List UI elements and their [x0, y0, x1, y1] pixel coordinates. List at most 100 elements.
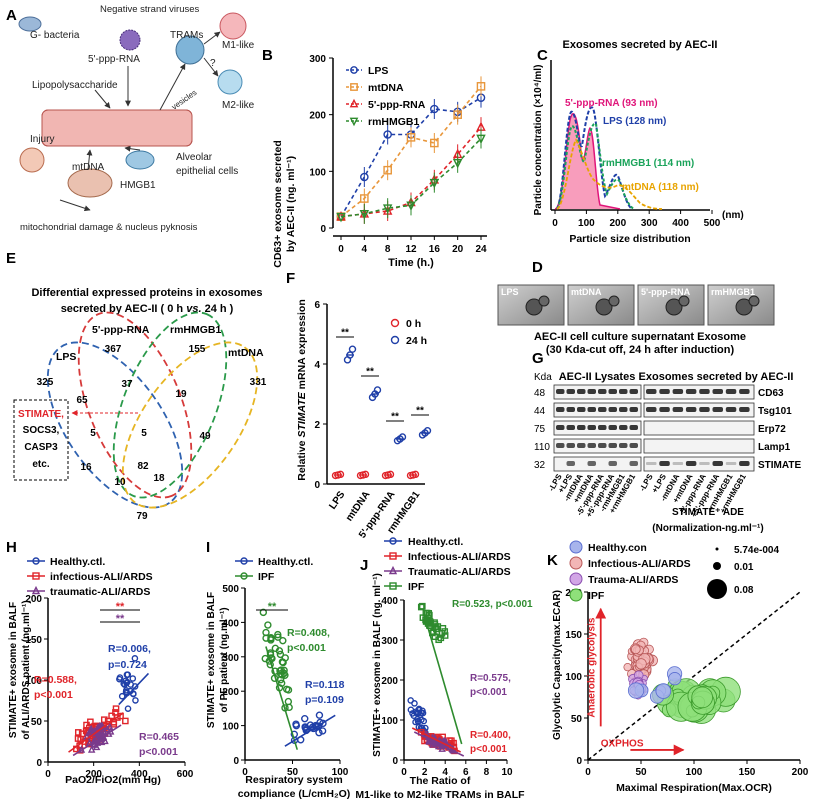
i-legend-marker — [240, 557, 248, 565]
panel-letter-g: G — [532, 350, 544, 367]
j-legend-label: Healthy.ctl. — [408, 536, 463, 548]
venn-ppp — [77, 311, 193, 499]
h-xlabel: PaO2/FiO2(mm Hg) — [65, 774, 161, 786]
i-point — [276, 667, 284, 675]
f-ytick-label: 4 — [314, 360, 320, 371]
c-anno-ppp: 5'-ppp-RNA (93 nm) — [565, 98, 658, 109]
h-point — [78, 730, 86, 738]
panel-letter-h: H — [6, 539, 17, 556]
panel-letter-d: D — [532, 259, 543, 276]
label-hmgb1: HMGB1 — [120, 180, 156, 191]
b-point — [360, 194, 369, 203]
panel-letter-a: A — [6, 7, 17, 24]
g-band — [608, 407, 617, 412]
g-band — [566, 425, 575, 430]
g-band — [577, 425, 586, 430]
h-legend-marker — [32, 572, 40, 580]
h-point — [94, 728, 102, 737]
i-legend-label: IPF — [258, 571, 275, 583]
g-band — [608, 425, 617, 430]
h-point — [131, 655, 139, 662]
e-box-socs3: SOCS3, — [23, 425, 60, 436]
b-point — [406, 201, 416, 211]
i-xtick-label: 50 — [287, 767, 299, 778]
f-legend-marker — [390, 335, 400, 345]
c-title: Exosomes secreted by AEC-II — [563, 39, 718, 51]
i-point — [318, 727, 327, 735]
h-ylabel-2: of ALI/ARDS patient (ng.ml⁻¹) — [21, 600, 32, 739]
c-xtick-label: 200 — [609, 218, 626, 229]
e-count: 79 — [136, 511, 148, 522]
g-blot-strip-right — [643, 402, 755, 418]
panel-k-chart: STIMATE⁺ ADE (Normalization-ng.ml⁻¹) 0 50… — [552, 507, 809, 794]
j-point — [407, 697, 415, 704]
i-stat: R=0.408, — [287, 627, 330, 639]
m1-cell-icon — [219, 12, 247, 40]
venn-hmgb1 — [112, 311, 228, 499]
d-thumb-label: LPS — [501, 287, 519, 297]
g-band — [699, 407, 710, 412]
b-xlabel: Time (h.) — [388, 257, 434, 269]
c-xlabel: Particle size distribution — [569, 233, 690, 245]
c-xtick-label: 400 — [672, 218, 689, 229]
g-band — [619, 407, 628, 412]
mitochondria-icon — [19, 147, 45, 173]
g-protein-label: Lamp1 — [758, 442, 791, 453]
g-band — [619, 389, 628, 394]
j-point — [419, 602, 426, 610]
panel-c-chart: Exosomes secreted by AEC-II 0 100 200 300 40… — [533, 39, 744, 245]
e-callout-box — [13, 399, 69, 481]
j-point — [422, 724, 429, 732]
b-point — [453, 110, 462, 119]
h-point — [74, 729, 82, 736]
j-legend-marker — [389, 582, 397, 590]
venn-label-hmgb1: rmHMGB1 — [170, 324, 222, 336]
b-legend-marker — [350, 83, 358, 91]
i-point — [319, 719, 327, 728]
h-point — [87, 745, 96, 753]
g-band — [556, 407, 565, 412]
i-ytick-label: 200 — [222, 687, 239, 698]
label-neg-strand: Negative strand viruses — [100, 4, 200, 15]
g-band — [566, 389, 575, 394]
g-band — [725, 462, 737, 465]
d-thumb-label: 5'-ppp-RNA — [641, 287, 691, 297]
j-legend-label: IPF — [408, 581, 425, 593]
d-thumb-label: rmHMGB1 — [711, 287, 755, 297]
c-ylabel: Particle concentration (×10⁴/ml) — [533, 65, 544, 216]
g-band — [629, 407, 638, 412]
b-xtick-label: 16 — [429, 244, 441, 255]
j-ylabel: STIMATE+ exosome in BALF (ng. ml⁻¹) — [372, 573, 383, 757]
e-count: 49 — [199, 431, 211, 442]
g-band — [659, 407, 670, 412]
j-stat: R=0.523, p<0.001 — [452, 599, 533, 610]
j-xtick-label: 8 — [484, 767, 490, 778]
i-point — [267, 636, 275, 644]
h-ytick-label: 0 — [36, 758, 42, 769]
f-point — [373, 386, 382, 394]
c-xunit: (nm) — [722, 210, 744, 221]
c-curve-lps — [556, 106, 633, 210]
f-ytick-label: 6 — [314, 300, 320, 311]
g-band — [629, 425, 638, 430]
i-point — [279, 636, 287, 645]
k-ytick-label: 50 — [571, 714, 583, 725]
f-point — [398, 433, 407, 441]
i-xlabel-2: compliance (L/cmH₂O) — [238, 788, 351, 800]
i-point — [292, 720, 300, 728]
i-legend-marker — [240, 572, 248, 580]
j-stat: p<0.001 — [470, 687, 507, 698]
panel-i-chart: 0 100 200 300 400 500 0 50 100 ** R=0.408, p<0.001 R… — [206, 556, 350, 800]
k-legend-marker — [569, 556, 583, 570]
g-band — [587, 461, 596, 466]
c-xtick-label: 100 — [578, 218, 595, 229]
e-count: 16 — [80, 462, 92, 473]
i-ytick-label: 0 — [233, 756, 239, 767]
h-ytick-label: 50 — [31, 717, 43, 728]
e-title-2: secreted by AEC-II ( 0 h vs. 24 h ) — [61, 303, 234, 315]
i-ytick-label: 100 — [222, 722, 239, 733]
f-sig: ** — [416, 406, 424, 417]
c-curve-mtdna — [556, 138, 663, 210]
g-kda-label: 48 — [534, 388, 546, 399]
e-count: 367 — [105, 344, 122, 355]
